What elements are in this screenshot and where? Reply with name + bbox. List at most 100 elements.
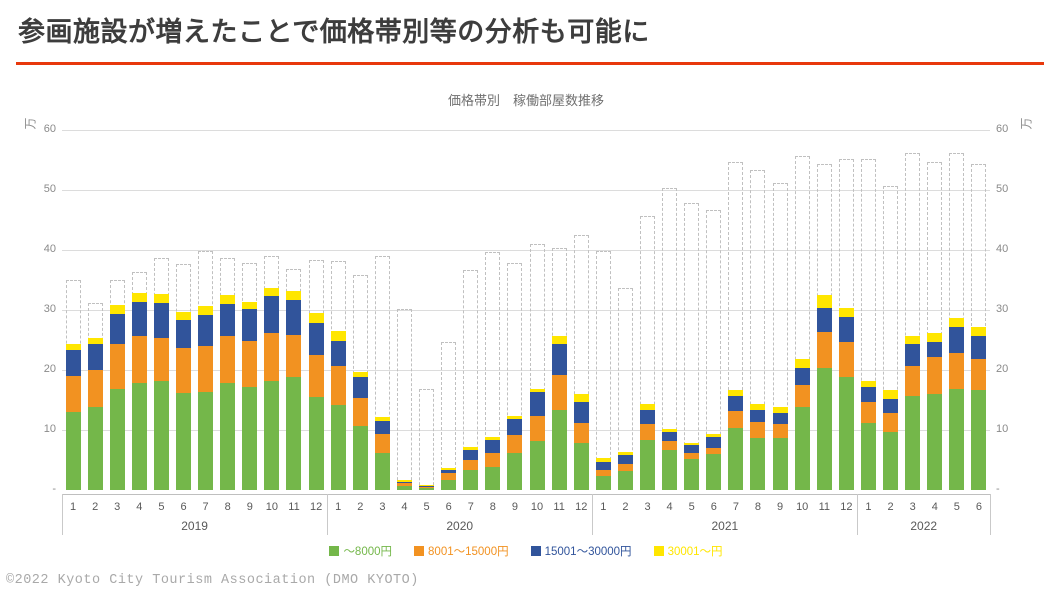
bar-segment-1 xyxy=(640,439,656,490)
bar-segment-2 xyxy=(728,411,744,429)
stacked-bar xyxy=(396,479,412,490)
bar-segment-2 xyxy=(220,335,236,384)
bar-segment-1 xyxy=(286,377,302,490)
total-outline-bar xyxy=(662,188,678,490)
bar-segment-3 xyxy=(441,469,457,474)
gridline xyxy=(62,310,990,311)
year-label: 2019 xyxy=(181,519,208,533)
bar-segment-4 xyxy=(662,429,678,433)
month-label: 6 xyxy=(710,501,717,513)
total-outline-bar xyxy=(573,235,589,490)
bar-segment-3 xyxy=(927,342,943,358)
stacked-bar xyxy=(109,304,125,490)
bar-segment-1 xyxy=(153,381,169,490)
bar-segment-4 xyxy=(286,291,302,300)
bar-segment-2 xyxy=(772,424,788,439)
bar-segment-1 xyxy=(971,390,987,490)
legend-label: 30001～円 xyxy=(667,546,723,558)
bar-segment-2 xyxy=(374,433,390,454)
bar-segment-4 xyxy=(308,313,324,323)
bar-segment-2 xyxy=(551,374,567,411)
bar-group xyxy=(813,130,835,490)
month-label: 10 xyxy=(265,501,279,513)
bar-group xyxy=(349,130,371,490)
bar-group xyxy=(371,130,393,490)
bar-group xyxy=(769,130,791,490)
stacked-bar xyxy=(441,467,457,490)
bar-segment-4 xyxy=(551,335,567,345)
y-tick-label: - xyxy=(996,483,1000,495)
bar-segment-1 xyxy=(131,383,147,490)
bar-segment-3 xyxy=(617,455,633,464)
bar-group xyxy=(195,130,217,490)
bar-segment-2 xyxy=(463,460,479,470)
y-tick-label: 30 xyxy=(43,303,56,315)
bar-segment-3 xyxy=(684,445,700,453)
bar-segment-4 xyxy=(684,442,700,446)
bar-group xyxy=(703,130,725,490)
bar-segment-1 xyxy=(87,407,103,490)
bar-segment-4 xyxy=(860,380,876,387)
stacked-bar xyxy=(264,288,280,490)
bar-segment-2 xyxy=(264,332,280,381)
bar-segment-4 xyxy=(507,416,523,419)
bar-segment-2 xyxy=(308,355,324,397)
bar-segment-4 xyxy=(750,404,766,411)
month-label: 7 xyxy=(467,501,474,513)
bar-segment-3 xyxy=(507,418,523,435)
bar-segment-4 xyxy=(927,332,943,343)
bar-segment-4 xyxy=(330,331,346,341)
bar-segment-1 xyxy=(352,426,368,490)
bar-segment-4 xyxy=(109,304,125,315)
bar-segment-4 xyxy=(794,359,810,369)
month-label: 1 xyxy=(865,501,872,513)
month-label: 7 xyxy=(202,501,209,513)
bar-group xyxy=(902,130,924,490)
bar-segment-2 xyxy=(87,370,103,408)
bar-segment-3 xyxy=(772,413,788,425)
bar-segment-3 xyxy=(816,308,832,332)
legend: ～8000円 8001～15000円 15001～30000円 30001～円 xyxy=(62,543,990,559)
total-outline-bar xyxy=(706,209,722,490)
total-outline-bar xyxy=(419,388,435,490)
bar-segment-1 xyxy=(927,394,943,490)
bar-segment-4 xyxy=(706,434,722,438)
year-separator xyxy=(62,494,63,535)
month-label: 3 xyxy=(379,501,386,513)
y-tick-label: 20 xyxy=(996,363,1009,375)
total-outline-bar xyxy=(595,250,611,490)
bar-segment-1 xyxy=(883,432,899,490)
stacked-bar xyxy=(728,389,744,490)
month-label: 11 xyxy=(818,501,830,513)
bar-segment-3 xyxy=(176,319,192,349)
bar-segment-1 xyxy=(750,438,766,490)
stacked-bar xyxy=(330,331,346,490)
bar-segment-3 xyxy=(971,335,987,359)
year-separator xyxy=(990,494,991,535)
bar-segment-1 xyxy=(662,450,678,490)
stacked-bar xyxy=(242,301,258,490)
bar-segment-3 xyxy=(728,396,744,412)
bar-group xyxy=(327,130,349,490)
legend-swatch-icon xyxy=(414,546,425,556)
bar-segment-3 xyxy=(264,296,280,333)
month-label: 10 xyxy=(796,501,809,513)
stacked-bar xyxy=(419,485,435,490)
bar-segment-1 xyxy=(176,392,192,490)
bar-segment-4 xyxy=(264,288,280,297)
month-label: 2 xyxy=(357,501,364,513)
bar-segment-1 xyxy=(595,476,611,490)
y-tick-label: 10 xyxy=(996,423,1009,435)
total-outline-bar xyxy=(529,244,545,490)
bar-segment-2 xyxy=(617,463,633,471)
bar-segment-1 xyxy=(507,453,523,490)
stacked-bar xyxy=(684,442,700,490)
bar-segment-2 xyxy=(706,448,722,454)
bar-group xyxy=(217,130,239,490)
total-outline-bar xyxy=(374,256,390,490)
bar-segment-4 xyxy=(396,479,412,483)
bar-segment-3 xyxy=(551,344,567,375)
legend-swatch-icon xyxy=(530,546,541,556)
month-label: 4 xyxy=(931,501,938,513)
bar-group xyxy=(128,130,150,490)
